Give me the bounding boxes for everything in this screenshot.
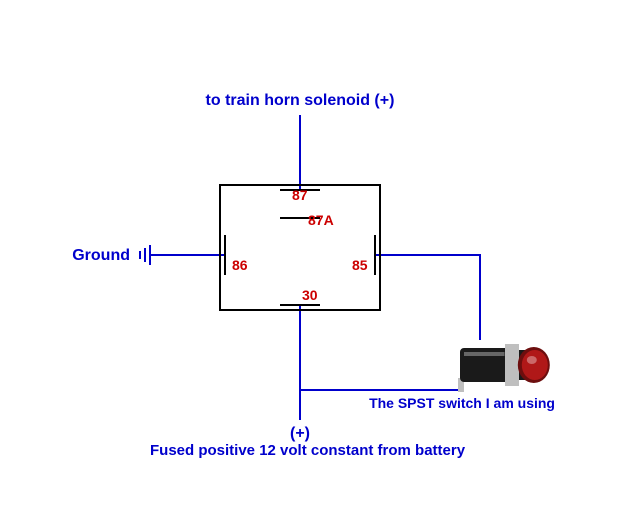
switch-button [522,350,548,380]
switch-nut [505,344,519,386]
label-ground: Ground [72,247,130,264]
pin-label-87: 87 [292,187,308,203]
pin-label-87a: 87A [308,212,334,228]
label-top: to train horn solenoid (+) [206,92,395,109]
switch-button-highlight [527,356,537,364]
label-fused: Fused positive 12 volt constant from bat… [150,442,466,459]
pin-label-30: 30 [302,287,318,303]
label-plus: (+) [290,425,310,442]
relay-wiring-diagram: 8787A 86 85 30 to train horn solenoid (+) Gr… [0,0,640,507]
label-switch: The SPST switch I am using [369,395,555,411]
switch-body-highlight [464,352,505,356]
pin-label-85: 85 [352,257,368,273]
pin-label-86: 86 [232,257,248,273]
